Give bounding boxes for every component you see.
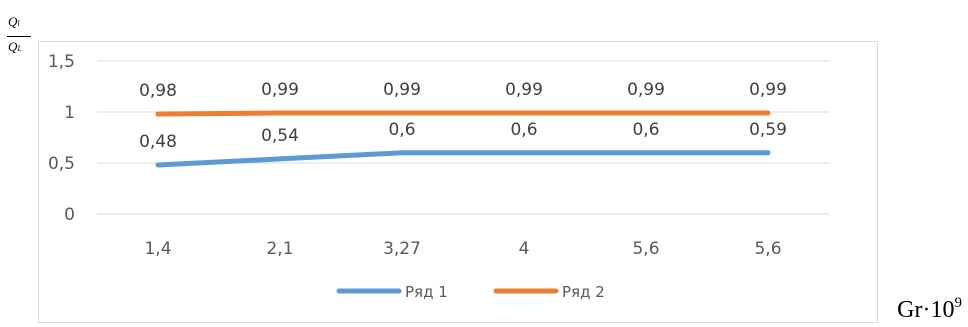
y-tick-label: 1,5: [48, 52, 75, 72]
x-axis-label: Gr·109: [897, 295, 962, 323]
legend-label-1: Ряд 1: [405, 283, 448, 301]
y-tick-label: 0: [64, 205, 75, 225]
data-label: 0,59: [749, 120, 787, 140]
x-tick-label: 1,4: [144, 239, 171, 259]
data-label: 0,99: [627, 80, 665, 100]
data-label: 0,99: [749, 80, 787, 100]
x-tick-label: 4: [519, 239, 530, 259]
y-label-denominator: QL: [8, 39, 22, 54]
data-label: 0,48: [139, 132, 177, 152]
series-line-2: [155, 110, 771, 117]
data-label: 0,6: [632, 120, 659, 140]
chart-area: 0 0,5 1 1,5 1,4 2,1 3,27 4 5,6 5,6 0,48 0,54 0,6 0,6 0…: [38, 41, 878, 323]
legend-label-2: Ряд 2: [562, 283, 605, 301]
y-tick-label: 1: [64, 103, 75, 123]
x-tick-label: 2,1: [266, 239, 293, 259]
data-label: 0,99: [383, 80, 421, 100]
x-tick-label: 5,6: [754, 239, 781, 259]
x-tick-label: 3,27: [383, 239, 421, 259]
line-chart: 0 0,5 1 1,5 1,4 2,1 3,27 4 5,6 5,6 0,48 0,54 0,6 0,6 0…: [48, 52, 829, 301]
data-label: 0,98: [139, 81, 177, 101]
data-label: 0,6: [388, 120, 415, 140]
y-label-numerator: Ql: [8, 14, 20, 29]
data-label: 0,54: [261, 126, 299, 146]
x-tick-label: 5,6: [632, 239, 659, 259]
series-line-1: [155, 150, 771, 168]
y-tick-label: 0,5: [48, 154, 75, 174]
data-label: 0,6: [510, 120, 537, 140]
data-label: 0,99: [505, 80, 543, 100]
y-label-fraction-bar: [7, 36, 31, 37]
data-label: 0,99: [261, 80, 299, 100]
